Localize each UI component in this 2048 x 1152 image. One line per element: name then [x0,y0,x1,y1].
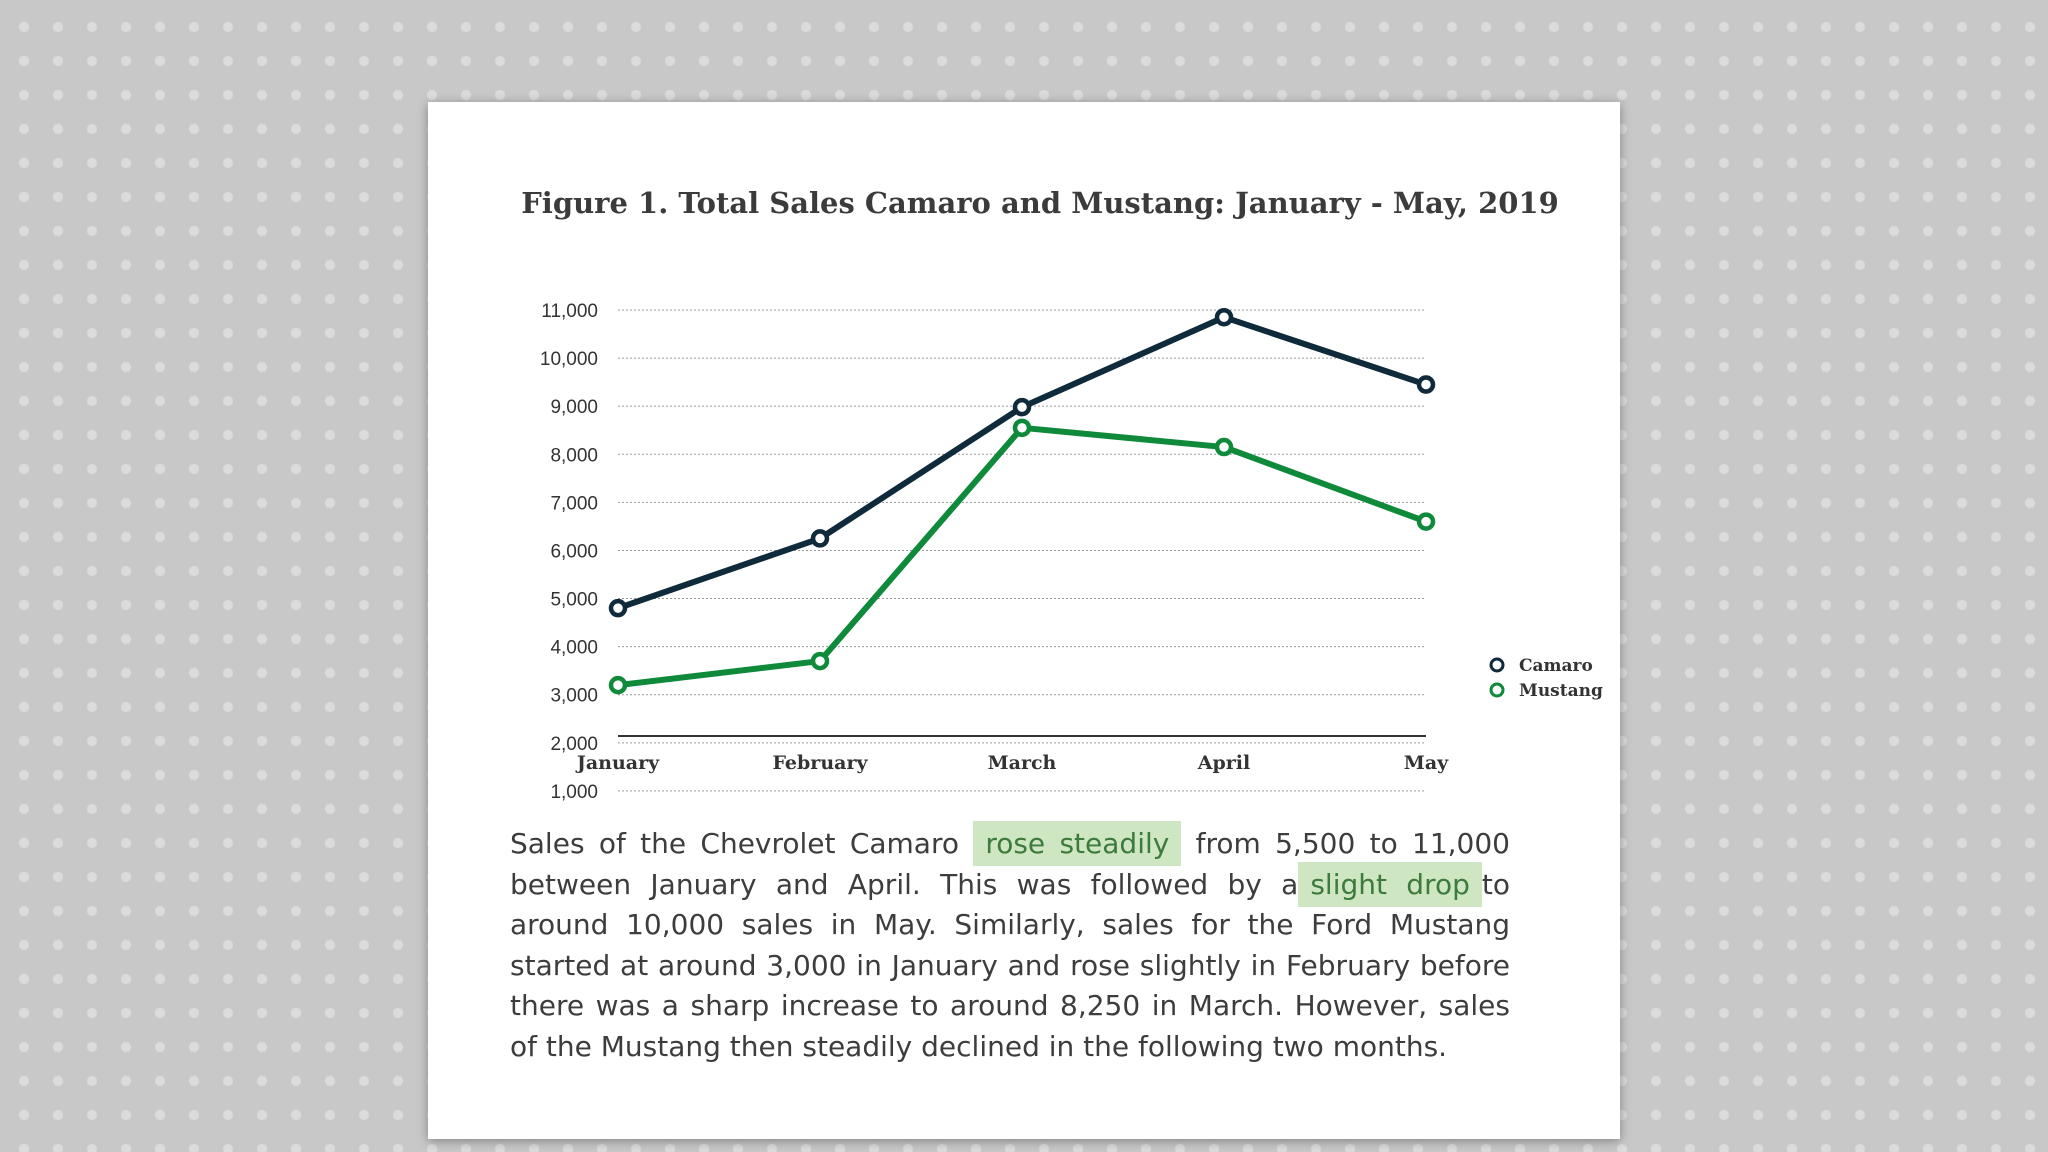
y-tick-label: 2,000 [550,734,598,755]
y-axis-ticks: 1,000 2,000 3,000 4,000 5,000 6,000 7,000 8,000… [540,301,598,802]
gridlines [618,309,1426,792]
legend-label-mustang: Mustang [1519,681,1603,701]
chart-title: Figure 1. Total Sales Camaro and Mustang… [521,186,1559,220]
series-lines [615,314,1429,689]
y-tick-label: 10,000 [540,349,598,370]
legend-label-camaro: Camaro [1519,656,1593,676]
data-point-mustang [1416,512,1436,531]
description-paragraph: Sales of the Chevrolet Camaro rose stead… [510,821,1510,1067]
data-point-mustang [1012,418,1032,438]
text-segment-2: from 5,500 to 11,000 between January and… [510,827,1510,901]
x-tick-label: May [1404,752,1449,774]
text-segment-1: Sales of the Chevrolet Camaro [510,827,974,860]
y-tick-label: 11,000 [541,301,598,322]
legend: Camaro Mustang [1489,656,1603,701]
y-tick-label: 8,000 [550,445,598,466]
data-point-camaro [1214,307,1234,327]
figure-card: Figure 1. Total Sales Camaro and Mustang… [428,102,1620,1139]
x-tick-label: January [575,752,660,774]
legend-marker-camaro [1489,657,1505,673]
data-point-mustang [810,651,830,671]
data-point-camaro [1416,375,1436,394]
highlight-slight-drop: slight drop [1298,861,1482,907]
data-point-camaro [810,529,830,548]
data-point-camaro [608,598,628,618]
y-tick-label: 7,000 [550,493,598,514]
x-tick-label: February [772,752,868,774]
y-tick-label: 9,000 [550,397,598,418]
series-line-camaro [615,314,1429,612]
data-point-mustang [608,675,628,695]
y-tick-label: 1,000 [550,782,598,802]
x-tick-label: April [1197,752,1250,774]
y-tick-label: 5,000 [550,590,598,611]
y-tick-label: 4,000 [550,638,598,659]
line-chart: Figure 1. Total Sales Camaro and Mustang… [521,186,1603,802]
series-points [608,307,1436,695]
data-point-camaro [1012,397,1032,417]
y-tick-label: 3,000 [550,686,598,707]
y-tick-label: 6,000 [550,541,598,562]
data-point-mustang [1214,437,1234,457]
x-axis-ticks: January February March April May [575,752,1449,774]
legend-marker-mustang [1489,682,1505,698]
text-segment-3: to around 10,000 sales in May. Similarly… [510,867,1510,1063]
x-tick-label: March [988,752,1057,774]
highlight-rose-steadily: rose steadily [973,821,1182,866]
